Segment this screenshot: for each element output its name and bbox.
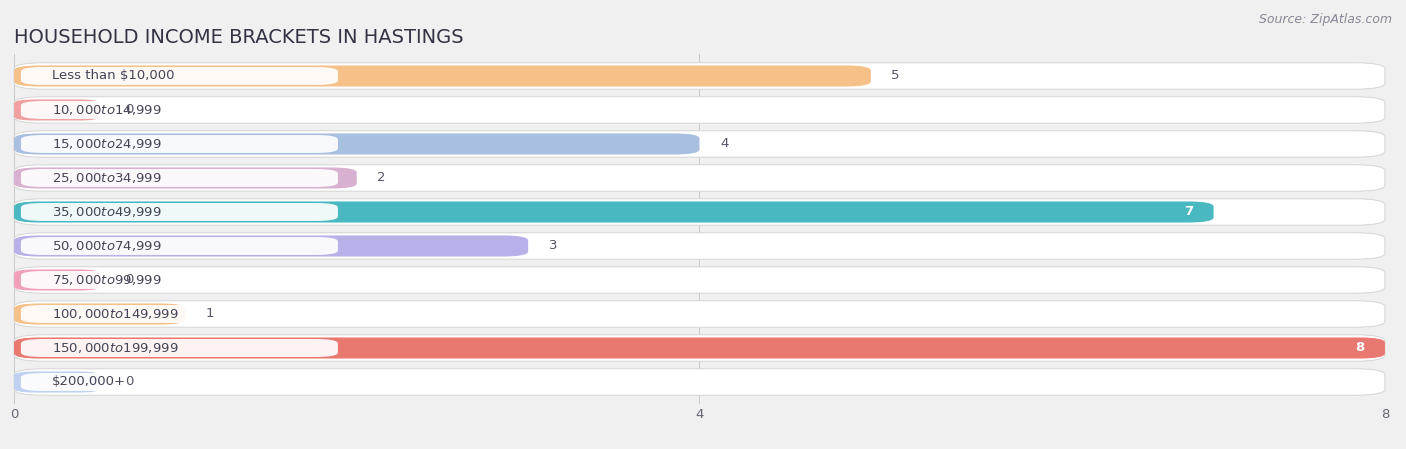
- FancyBboxPatch shape: [21, 305, 337, 323]
- Text: 8: 8: [1355, 342, 1364, 355]
- FancyBboxPatch shape: [14, 199, 1385, 225]
- FancyBboxPatch shape: [14, 165, 1385, 191]
- FancyBboxPatch shape: [21, 203, 337, 221]
- FancyBboxPatch shape: [14, 369, 1385, 395]
- Text: 7: 7: [1184, 206, 1192, 219]
- FancyBboxPatch shape: [14, 97, 1385, 123]
- Text: 0: 0: [125, 375, 134, 388]
- FancyBboxPatch shape: [14, 131, 1385, 157]
- FancyBboxPatch shape: [14, 301, 1385, 327]
- FancyBboxPatch shape: [14, 133, 700, 154]
- Text: Less than $10,000: Less than $10,000: [52, 70, 174, 83]
- FancyBboxPatch shape: [21, 67, 337, 85]
- FancyBboxPatch shape: [21, 135, 337, 153]
- Text: $10,000 to $14,999: $10,000 to $14,999: [52, 103, 162, 117]
- FancyBboxPatch shape: [14, 167, 357, 189]
- FancyBboxPatch shape: [14, 371, 100, 392]
- Text: 0: 0: [125, 103, 134, 116]
- Text: $75,000 to $99,999: $75,000 to $99,999: [52, 273, 162, 287]
- Text: 2: 2: [377, 172, 385, 185]
- Text: 0: 0: [125, 273, 134, 286]
- FancyBboxPatch shape: [21, 101, 337, 119]
- FancyBboxPatch shape: [14, 235, 529, 256]
- FancyBboxPatch shape: [14, 66, 870, 87]
- Text: $150,000 to $199,999: $150,000 to $199,999: [52, 341, 179, 355]
- FancyBboxPatch shape: [14, 304, 186, 325]
- FancyBboxPatch shape: [21, 339, 337, 357]
- Text: HOUSEHOLD INCOME BRACKETS IN HASTINGS: HOUSEHOLD INCOME BRACKETS IN HASTINGS: [14, 28, 464, 47]
- Text: 3: 3: [548, 239, 557, 252]
- Text: 1: 1: [207, 308, 215, 321]
- Text: $200,000+: $200,000+: [52, 375, 125, 388]
- Text: $35,000 to $49,999: $35,000 to $49,999: [52, 205, 162, 219]
- FancyBboxPatch shape: [14, 335, 1385, 361]
- FancyBboxPatch shape: [14, 202, 1213, 223]
- Text: $25,000 to $34,999: $25,000 to $34,999: [52, 171, 162, 185]
- FancyBboxPatch shape: [21, 373, 337, 391]
- FancyBboxPatch shape: [21, 271, 337, 289]
- Text: 4: 4: [720, 137, 728, 150]
- FancyBboxPatch shape: [14, 63, 1385, 89]
- FancyBboxPatch shape: [21, 169, 337, 187]
- Text: $50,000 to $74,999: $50,000 to $74,999: [52, 239, 162, 253]
- FancyBboxPatch shape: [14, 269, 100, 291]
- FancyBboxPatch shape: [14, 233, 1385, 259]
- FancyBboxPatch shape: [14, 267, 1385, 293]
- Text: $15,000 to $24,999: $15,000 to $24,999: [52, 137, 162, 151]
- Text: $100,000 to $149,999: $100,000 to $149,999: [52, 307, 179, 321]
- FancyBboxPatch shape: [14, 338, 1385, 359]
- FancyBboxPatch shape: [21, 237, 337, 255]
- Text: Source: ZipAtlas.com: Source: ZipAtlas.com: [1258, 13, 1392, 26]
- Text: 5: 5: [891, 70, 900, 83]
- FancyBboxPatch shape: [14, 99, 100, 120]
